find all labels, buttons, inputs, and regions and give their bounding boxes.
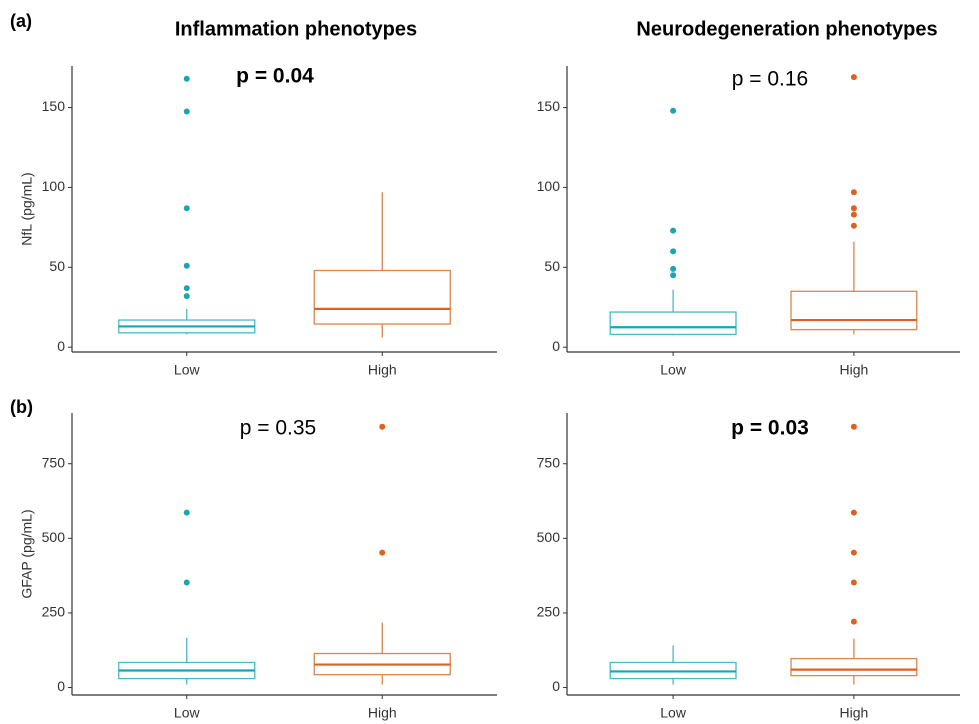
outlier (183, 205, 190, 212)
outlier (670, 248, 677, 255)
column-title: Neurodegeneration phenotypes (636, 18, 937, 40)
outlier (379, 549, 386, 556)
y-tick-label: 0 (552, 678, 560, 694)
outlier (379, 423, 386, 430)
outlier (670, 272, 677, 279)
x-tick-label: High (839, 362, 868, 378)
x-tick-label: Low (174, 362, 201, 378)
outlier (183, 262, 190, 269)
outlier (670, 227, 677, 234)
y-tick-label: 0 (57, 338, 65, 354)
outlier (850, 509, 857, 516)
outlier (850, 189, 857, 196)
y-tick-label: 50 (49, 258, 65, 274)
x-tick-label: Low (660, 362, 687, 378)
outlier (670, 265, 677, 272)
outlier (183, 579, 190, 586)
panel-label: (a) (10, 11, 32, 31)
outlier (850, 579, 857, 586)
annotation: p = 0.04 (236, 65, 314, 88)
y-tick-label: 250 (42, 604, 66, 620)
outlier (850, 222, 857, 229)
y-tick-label: 0 (57, 678, 65, 694)
box (609, 311, 737, 336)
outlier (183, 75, 190, 82)
y-tick-label: 150 (42, 98, 66, 114)
outlier (183, 108, 190, 115)
annotation: p = 0.03 (731, 417, 809, 440)
y-tick-label: 250 (537, 604, 561, 620)
y-tick-label: 750 (537, 454, 561, 470)
y-tick-label: 150 (537, 98, 561, 114)
x-tick-label: Low (660, 705, 687, 721)
y-tick-label: 50 (544, 258, 560, 274)
x-tick-label: Low (174, 705, 201, 721)
y-tick-label: 750 (42, 454, 66, 470)
outlier (850, 211, 857, 218)
y-tick-label: 500 (42, 529, 66, 545)
outlier (670, 107, 677, 114)
y-tick-label: 100 (537, 178, 561, 194)
outlier (850, 423, 857, 430)
box (790, 657, 918, 677)
annotation: p = 0.35 (240, 417, 316, 440)
x-tick-label: High (839, 705, 868, 721)
panel-label: (b) (10, 397, 33, 417)
outlier (183, 509, 190, 516)
box (790, 290, 918, 331)
box (313, 269, 451, 325)
annotation: p = 0.16 (732, 68, 808, 91)
outlier (850, 549, 857, 556)
y-tick-label: 100 (42, 178, 66, 194)
outlier (850, 74, 857, 81)
y-axis-label: GFAP (pg/mL) (19, 509, 35, 598)
x-tick-label: High (368, 705, 397, 721)
y-tick-label: 500 (537, 529, 561, 545)
y-tick-label: 0 (552, 338, 560, 354)
y-axis-label: NfL (pg/mL) (19, 172, 35, 245)
outlier (183, 293, 190, 300)
column-title: Inflammation phenotypes (175, 18, 417, 40)
outlier (850, 205, 857, 212)
outlier (850, 618, 857, 625)
outlier (183, 285, 190, 292)
x-tick-label: High (368, 362, 397, 378)
